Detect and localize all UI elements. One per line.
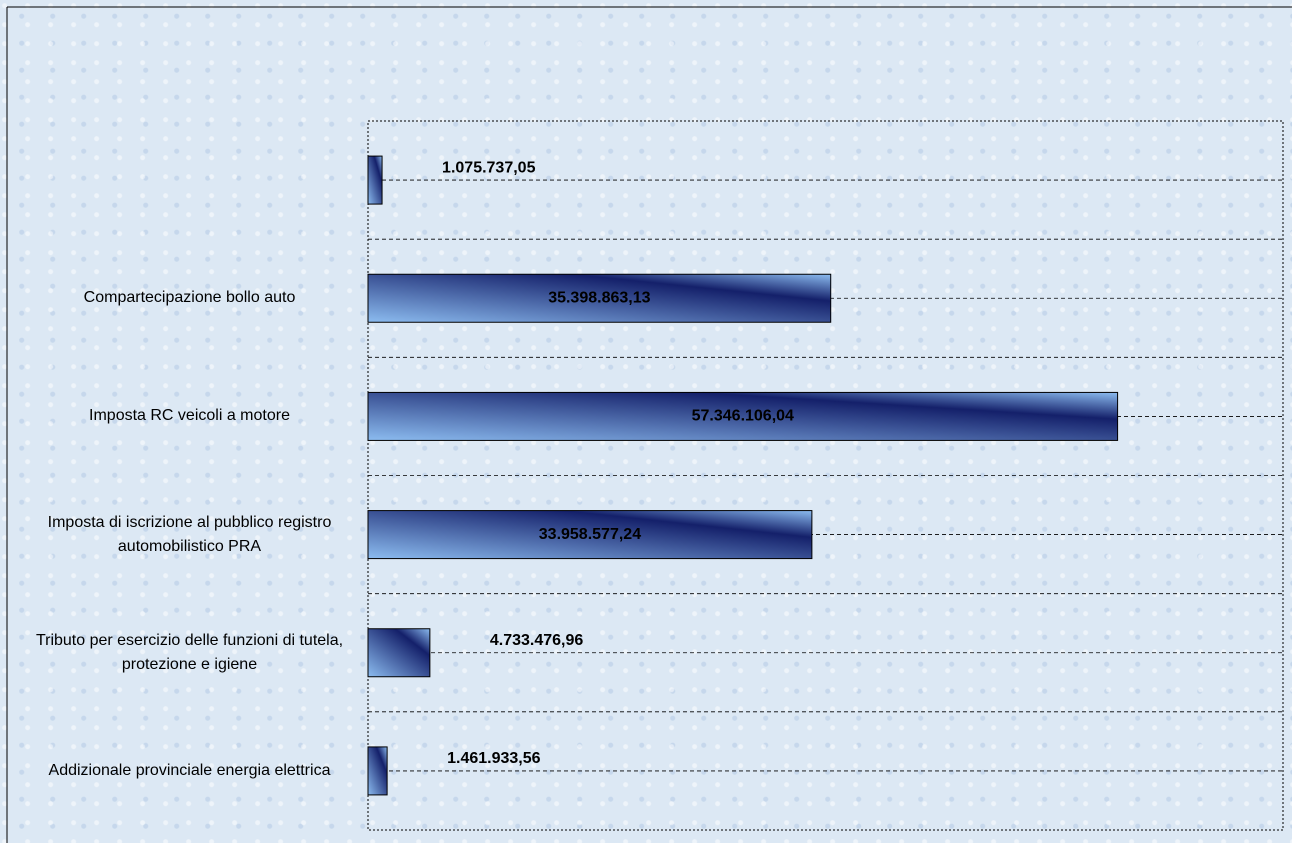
- bar: [367, 273, 832, 323]
- category-label: Imposta RC veicoli a motore: [89, 407, 290, 425]
- category-label: Imposta di iscrizione al pubblico regist…: [47, 513, 332, 555]
- bar: [367, 628, 431, 678]
- data-label: 4.733.476,96: [490, 632, 584, 649]
- category-label: Compartecipazione bollo auto: [83, 289, 296, 307]
- category-label: Tributo per esercizio delle funzioni di …: [35, 631, 344, 673]
- data-label: 1.461.933,56: [447, 750, 541, 767]
- data-label: 33.958.577,24: [539, 526, 641, 543]
- bar: [367, 391, 1119, 441]
- bar: [367, 746, 388, 796]
- bar: [367, 510, 813, 560]
- data-label: 35.398.863,13: [548, 289, 650, 306]
- data-label: 57.346.106,04: [692, 408, 794, 425]
- category-label: Addizionale provinciale energia elettric…: [48, 761, 331, 779]
- bar: [367, 155, 383, 205]
- data-label: 1.075.737,05: [442, 159, 536, 176]
